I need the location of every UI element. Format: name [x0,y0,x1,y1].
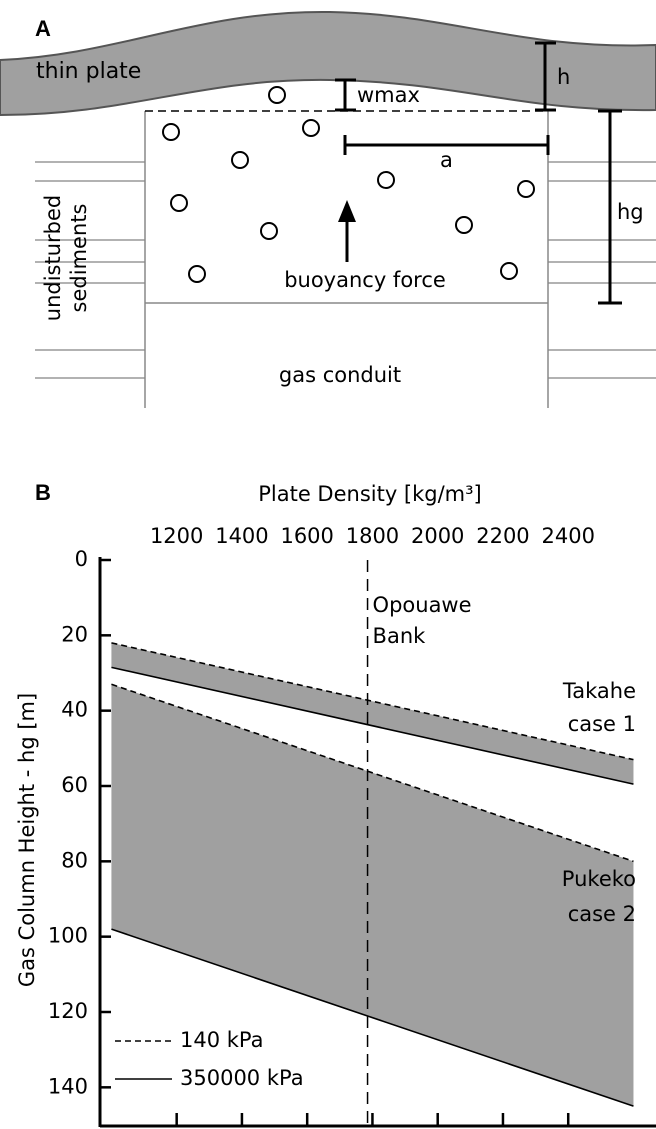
y-tick-label: 40 [61,698,88,722]
hg-label: hg [617,200,644,224]
x-tick-label: 1400 [215,524,268,548]
y-tick-label: 120 [48,999,88,1023]
bound-line [111,928,634,1107]
y-axis-title: Gas Column Height - hg [m] [15,693,39,987]
a-label: a [440,148,453,172]
y-tick-label: 20 [61,622,88,646]
band-fill [111,642,634,785]
x-axis-title: Plate Density [kg/m³] [258,482,482,506]
reference-label: Opouawe [373,593,472,617]
wmax-label: wmax [357,83,420,107]
x-tick-label: 1200 [150,524,203,548]
conduit-label: gas conduit [279,363,401,387]
y-tick-label: 80 [61,848,88,872]
bound-line [111,683,634,863]
thin-plate [0,10,656,117]
plot: Opouawe Bank Takahe case 1 Pukeko case 2 0 20 40… [48,524,656,1128]
band-fill [111,684,634,1107]
x-tick-label: 2400 [541,524,594,548]
sediment-label: undisturbed sediments [41,195,91,321]
sediment-label-line: sediments [67,204,91,313]
x-tick-label: 2200 [476,524,529,548]
gas-bubbles [162,86,535,283]
force-label: buoyancy force [284,268,446,292]
x-tick-label: 1600 [280,524,333,548]
panel-label: A [35,16,51,41]
legend-label: 350000 kPa [180,1066,304,1090]
y-tick-label: 0 [75,547,88,571]
y-tick-label: 100 [48,924,88,948]
plate-label: thin plate [36,59,141,84]
y-tick-label: 140 [48,1074,88,1098]
h-label: h [557,65,570,89]
panel-label: B [35,480,51,505]
dimension-bars [335,41,622,305]
case-label: Pukeko [562,867,636,891]
bound-line [111,666,634,785]
reference-label: Bank [373,624,427,648]
panel-a: A thin plate h wmax a hg buoyancy force … [0,10,656,408]
case-label: Takahe [562,679,636,703]
bound-line [111,642,634,761]
case-label: case 2 [568,902,636,926]
x-tick-label: 1800 [346,524,399,548]
conduit-box [144,111,549,408]
sediment-label-line: undisturbed [41,195,65,321]
case-label: case 1 [568,712,636,736]
y-tick-label: 60 [61,773,88,797]
x-tick-label: 2000 [411,524,464,548]
sediment-lines [35,161,656,379]
legend-label: 140 kPa [180,1028,264,1052]
